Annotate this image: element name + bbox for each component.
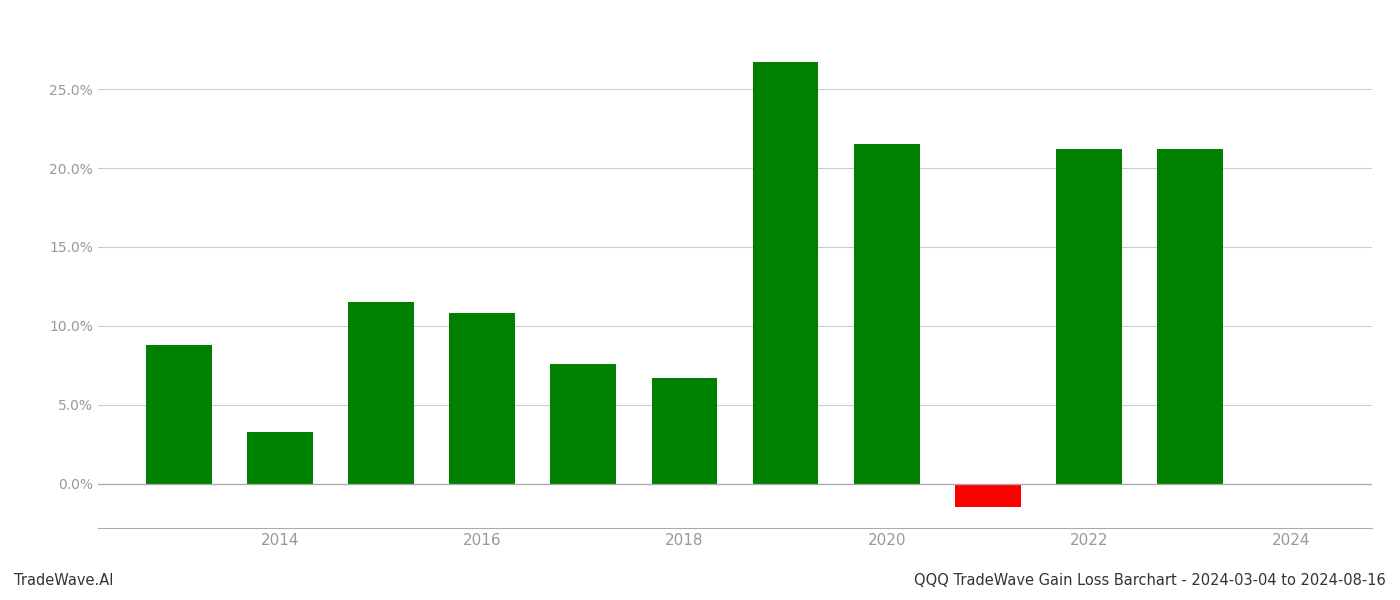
Bar xyxy=(753,62,819,484)
Text: TradeWave.AI: TradeWave.AI xyxy=(14,573,113,588)
Bar xyxy=(955,484,1021,508)
Bar xyxy=(1056,149,1121,484)
Bar xyxy=(449,313,515,484)
Bar xyxy=(651,378,717,484)
Bar xyxy=(146,345,211,484)
Text: QQQ TradeWave Gain Loss Barchart - 2024-03-04 to 2024-08-16: QQQ TradeWave Gain Loss Barchart - 2024-… xyxy=(914,573,1386,588)
Bar xyxy=(550,364,616,484)
Bar xyxy=(854,145,920,484)
Bar xyxy=(1158,149,1222,484)
Bar xyxy=(248,431,312,484)
Bar xyxy=(349,302,414,484)
